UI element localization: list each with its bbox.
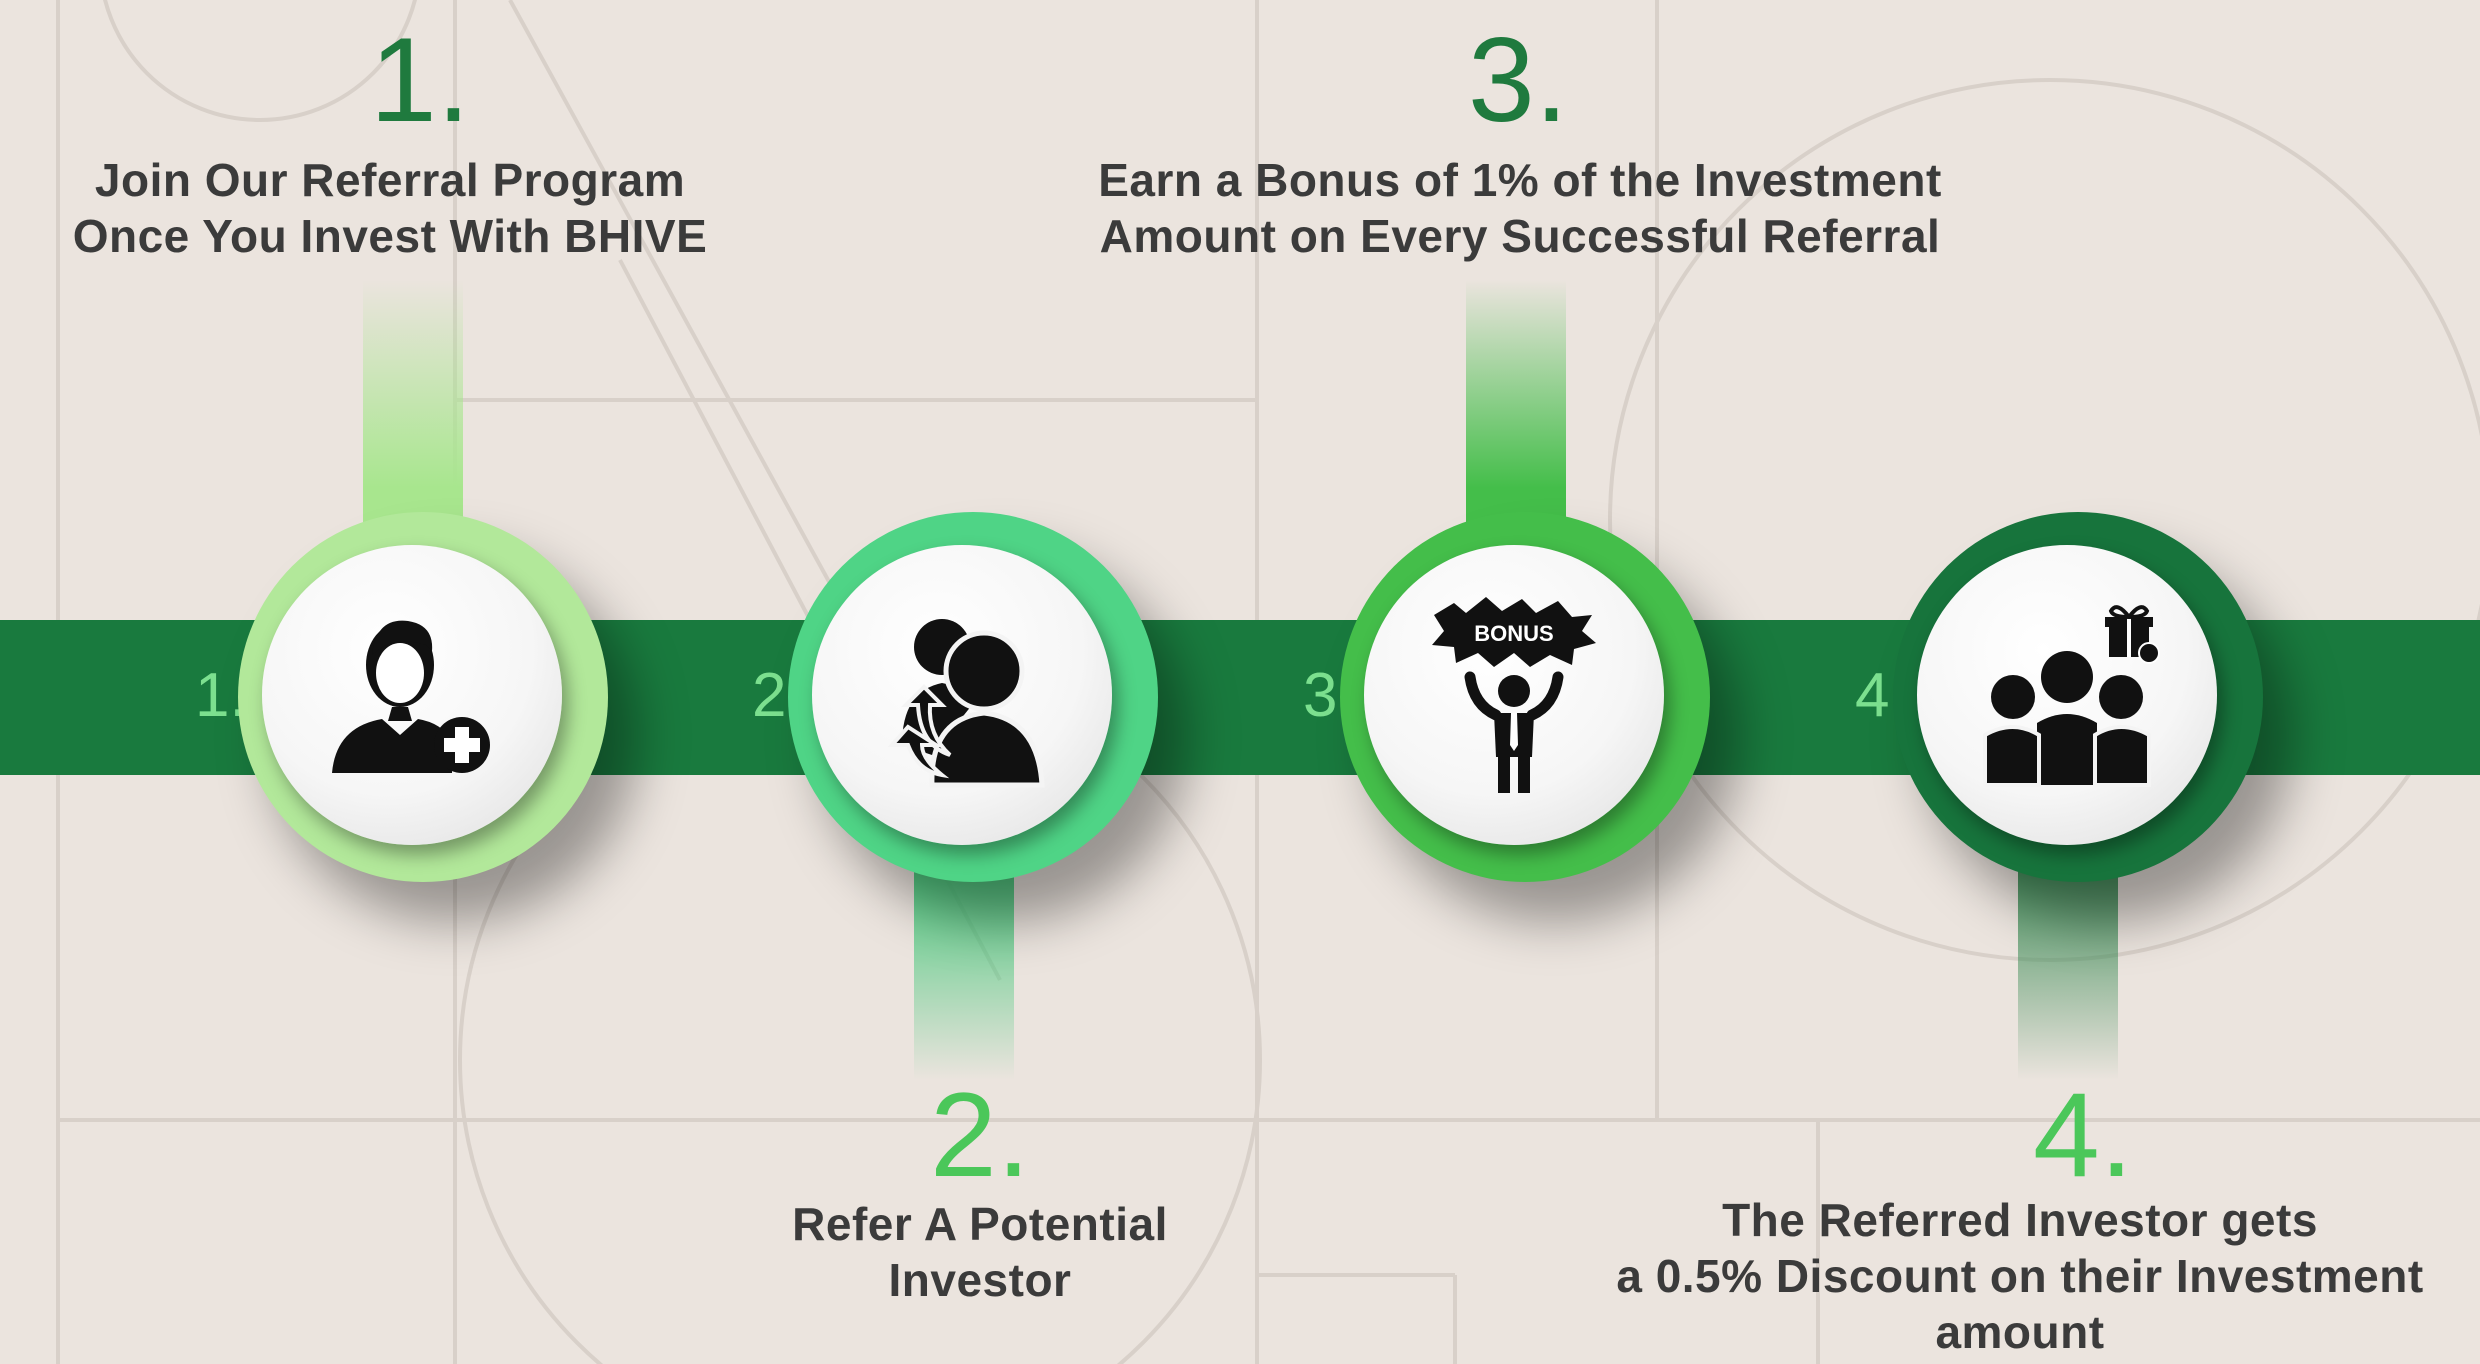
- connector-step-1: [363, 280, 463, 540]
- step-3-disc: BONUS: [1364, 545, 1664, 845]
- step-2-caption: Refer A Potential Investor: [680, 1196, 1280, 1308]
- step-4-caption-line-3: amount: [1935, 1306, 2105, 1358]
- connector-step-3: [1466, 280, 1566, 540]
- step-4-caption-line-2: a 0.5% Discount on their Investment: [1616, 1250, 2424, 1302]
- step-3-caption: Earn a Bonus of 1% of the Investment Amo…: [1020, 152, 2020, 264]
- group-gift-icon: [1983, 605, 2160, 787]
- connector-step-2: [914, 860, 1014, 1080]
- step-2-number: 2.: [929, 1068, 1031, 1202]
- bonus-label: BONUS: [1474, 621, 1553, 646]
- step-3-number: 3.: [1467, 13, 1569, 147]
- refer-users-icon: [887, 619, 1045, 788]
- step-2-disc: [812, 545, 1112, 845]
- step-2-caption-line-2: Investor: [888, 1254, 1072, 1306]
- step-2-band-label: 2: [752, 661, 787, 730]
- step-3-band-label: 3: [1303, 661, 1338, 730]
- step-4-disc: [1917, 545, 2217, 845]
- step-4-number: 4.: [2032, 1068, 2134, 1202]
- step-3-caption-line-1: Earn a Bonus of 1% of the Investment: [1098, 154, 1942, 206]
- step-3-caption-line-2: Amount on Every Successful Referral: [1099, 210, 1941, 262]
- step-4-caption-line-1: The Referred Investor gets: [1722, 1194, 2318, 1246]
- user-add-icon: [332, 620, 490, 773]
- connector-step-4: [2018, 860, 2118, 1080]
- step-1-caption-line-1: Join Our Referral Program: [94, 154, 686, 206]
- step-2-caption-line-1: Refer A Potential: [792, 1198, 1168, 1250]
- step-4-caption: The Referred Investor gets a 0.5% Discou…: [1560, 1192, 2480, 1360]
- step-1-caption: Join Our Referral Program Once You Inves…: [20, 152, 760, 264]
- bonus-person-icon: BONUS: [1432, 597, 1596, 793]
- step-1-disc: [262, 545, 562, 845]
- step-4-band-label: 4: [1855, 661, 1890, 730]
- step-1-number: 1.: [369, 13, 471, 147]
- step-1-caption-line-2: Once You Invest With BHIVE: [72, 210, 708, 262]
